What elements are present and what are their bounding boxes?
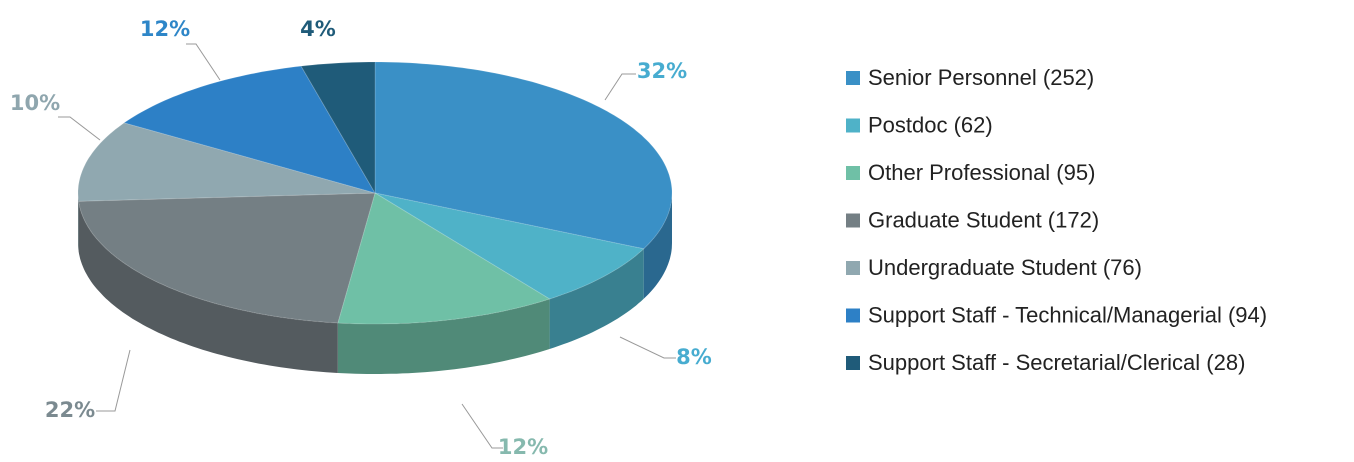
pie-slice: [374, 61, 673, 250]
data-label: 22%: [45, 398, 95, 422]
pie-slice: [300, 61, 376, 195]
legend-label: Senior Personnel (252): [868, 65, 1094, 90]
leader-line: [186, 43, 221, 81]
legend-swatch: [846, 261, 860, 275]
legend-swatch: [846, 118, 860, 133]
pie-side: [78, 193, 79, 252]
data-label: 12%: [140, 17, 190, 41]
pie-slice: [77, 122, 376, 202]
data-label: 32%: [637, 59, 687, 83]
pie-side: [337, 299, 550, 374]
data-label: 10%: [10, 91, 60, 115]
data-label: 4%: [300, 17, 336, 41]
legend-label: Undergraduate Student (76): [868, 255, 1142, 280]
legend-label: Graduate Student (172): [868, 207, 1099, 232]
legend-label: Support Staff - Secretarial/Clerical (28…: [868, 350, 1245, 375]
pie-slice: [337, 192, 551, 325]
legend-label: Other Professional (95): [868, 160, 1095, 185]
legend-swatch: [846, 308, 860, 323]
leader-line: [461, 403, 503, 449]
data-label: 8%: [676, 345, 712, 369]
pie-slice: [123, 65, 377, 194]
leader-line: [619, 336, 676, 359]
leader-line: [96, 349, 131, 412]
leader-line: [58, 116, 101, 141]
pie-side: [78, 201, 338, 373]
legend-swatch: [846, 356, 860, 370]
legend-label: Postdoc (62): [868, 112, 993, 137]
data-label: 12%: [498, 435, 548, 459]
pie-side: [549, 248, 644, 349]
legend-swatch: [846, 213, 860, 228]
pie-slice: [374, 192, 645, 300]
pie-slice: [78, 192, 376, 324]
legend-label: Support Staff - Technical/Managerial (94…: [868, 302, 1267, 327]
legend-swatch: [846, 71, 860, 85]
leader-line: [604, 73, 636, 101]
pie-side: [643, 193, 672, 299]
legend-swatch: [846, 166, 860, 180]
